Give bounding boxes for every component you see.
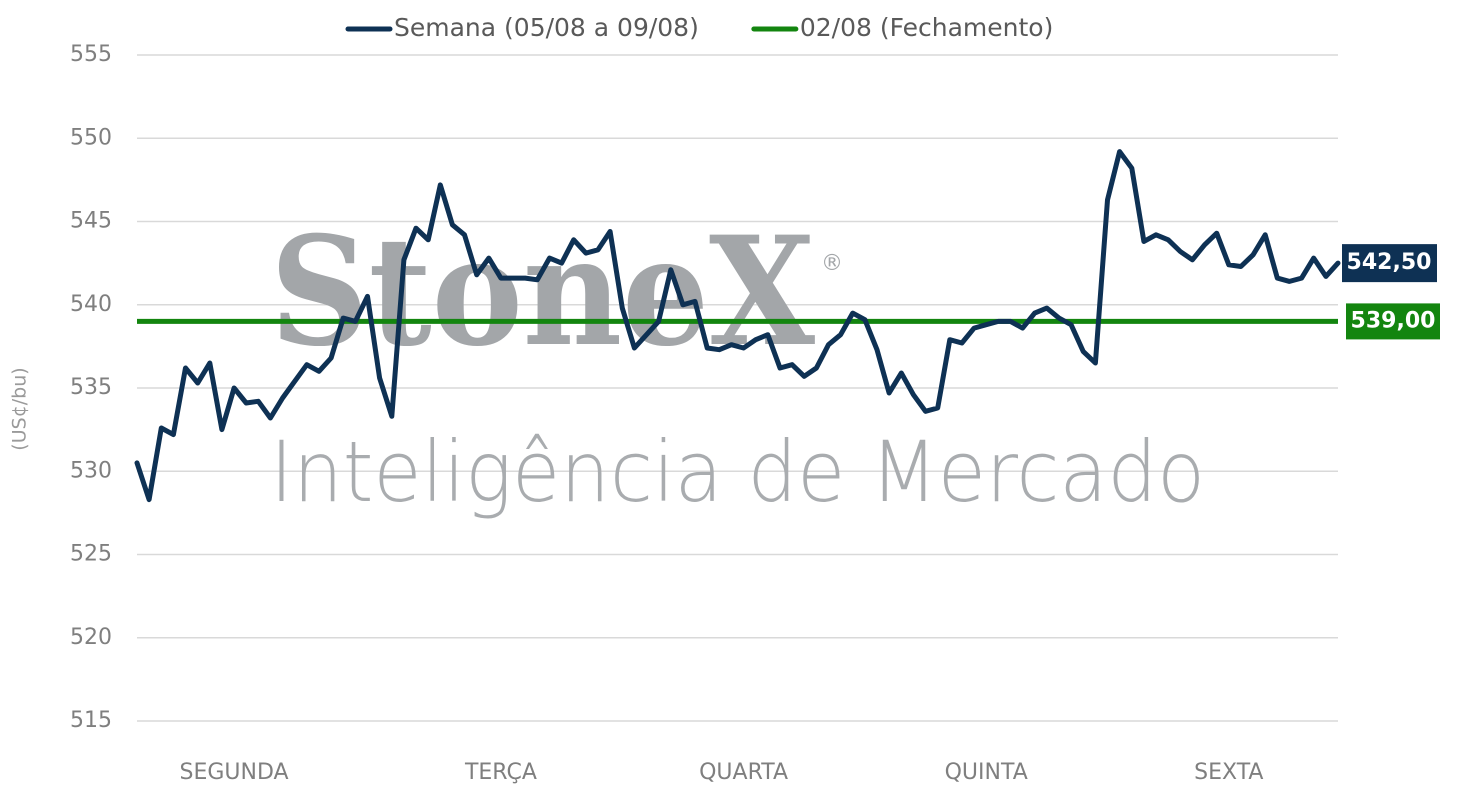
end-label: 539,00 — [1351, 308, 1436, 333]
y-tick-label: 555 — [70, 42, 112, 67]
y-tick-label: 535 — [70, 375, 112, 400]
watermark-mark: ® — [821, 251, 843, 276]
end-label: 542,50 — [1347, 250, 1432, 275]
x-tick-label: QUARTA — [699, 760, 788, 785]
y-tick-label: 515 — [70, 708, 112, 733]
end-label-box — [1346, 303, 1440, 340]
x-tick-label: SEXTA — [1194, 760, 1263, 785]
legend-label: Semana (05/08 a 09/08) — [394, 13, 699, 42]
y-tick-label: 530 — [70, 458, 112, 483]
end-label-box — [1342, 244, 1437, 283]
y-tick-label: 520 — [70, 625, 112, 650]
x-tick-label: SEGUNDA — [180, 760, 289, 785]
data-line — [134, 149, 1341, 503]
watermark-subtitle: Inteligência de Mercado — [270, 423, 1205, 521]
y-tick-label: 525 — [70, 542, 112, 567]
legend-label: 02/08 (Fechamento) — [800, 13, 1053, 42]
x-tick-label: QUINTA — [945, 760, 1028, 785]
x-tick-label: TERÇA — [464, 760, 537, 785]
y-tick-label: 550 — [70, 125, 112, 150]
y-tick-label: 540 — [70, 292, 112, 317]
watermark-brand: StoneX — [270, 204, 816, 380]
y-axis-label: (US¢/bu) — [9, 367, 31, 450]
y-tick-label: 545 — [70, 209, 112, 234]
